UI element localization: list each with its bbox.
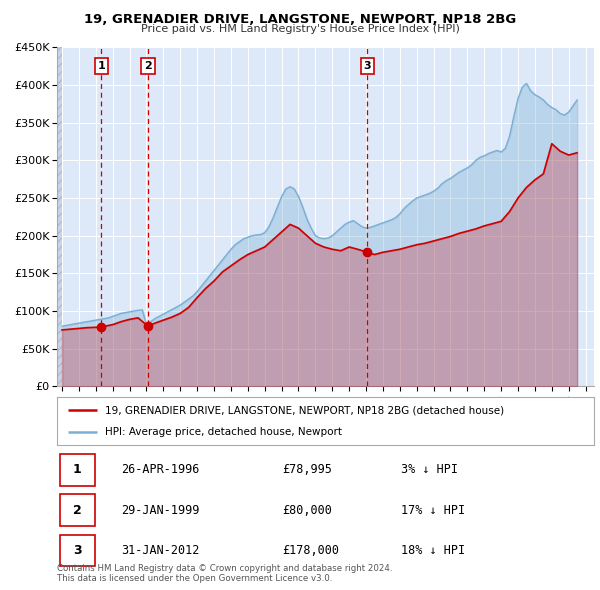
Text: 31-JAN-2012: 31-JAN-2012 xyxy=(121,543,200,557)
Text: 26-APR-1996: 26-APR-1996 xyxy=(121,463,200,477)
Text: 1: 1 xyxy=(97,61,105,71)
Text: £80,000: £80,000 xyxy=(283,503,332,517)
Text: 17% ↓ HPI: 17% ↓ HPI xyxy=(401,503,465,517)
Text: Price paid vs. HM Land Registry's House Price Index (HPI): Price paid vs. HM Land Registry's House … xyxy=(140,24,460,34)
Text: £78,995: £78,995 xyxy=(283,463,332,477)
Text: 3% ↓ HPI: 3% ↓ HPI xyxy=(401,463,458,477)
Bar xyxy=(57,47,62,386)
Text: Contains HM Land Registry data © Crown copyright and database right 2024.
This d: Contains HM Land Registry data © Crown c… xyxy=(57,563,392,583)
FancyBboxPatch shape xyxy=(59,494,95,526)
Text: 3: 3 xyxy=(73,543,82,557)
Text: 1: 1 xyxy=(73,463,82,477)
Text: 29-JAN-1999: 29-JAN-1999 xyxy=(121,503,200,517)
Text: 2: 2 xyxy=(73,503,82,517)
Text: £178,000: £178,000 xyxy=(283,543,340,557)
Text: 19, GRENADIER DRIVE, LANGSTONE, NEWPORT, NP18 2BG: 19, GRENADIER DRIVE, LANGSTONE, NEWPORT,… xyxy=(84,13,516,26)
Text: 18% ↓ HPI: 18% ↓ HPI xyxy=(401,543,465,557)
Text: 19, GRENADIER DRIVE, LANGSTONE, NEWPORT, NP18 2BG (detached house): 19, GRENADIER DRIVE, LANGSTONE, NEWPORT,… xyxy=(106,405,505,415)
Text: HPI: Average price, detached house, Newport: HPI: Average price, detached house, Newp… xyxy=(106,427,343,437)
Text: 3: 3 xyxy=(364,61,371,71)
FancyBboxPatch shape xyxy=(59,454,95,486)
FancyBboxPatch shape xyxy=(59,535,95,566)
Text: 2: 2 xyxy=(144,61,152,71)
